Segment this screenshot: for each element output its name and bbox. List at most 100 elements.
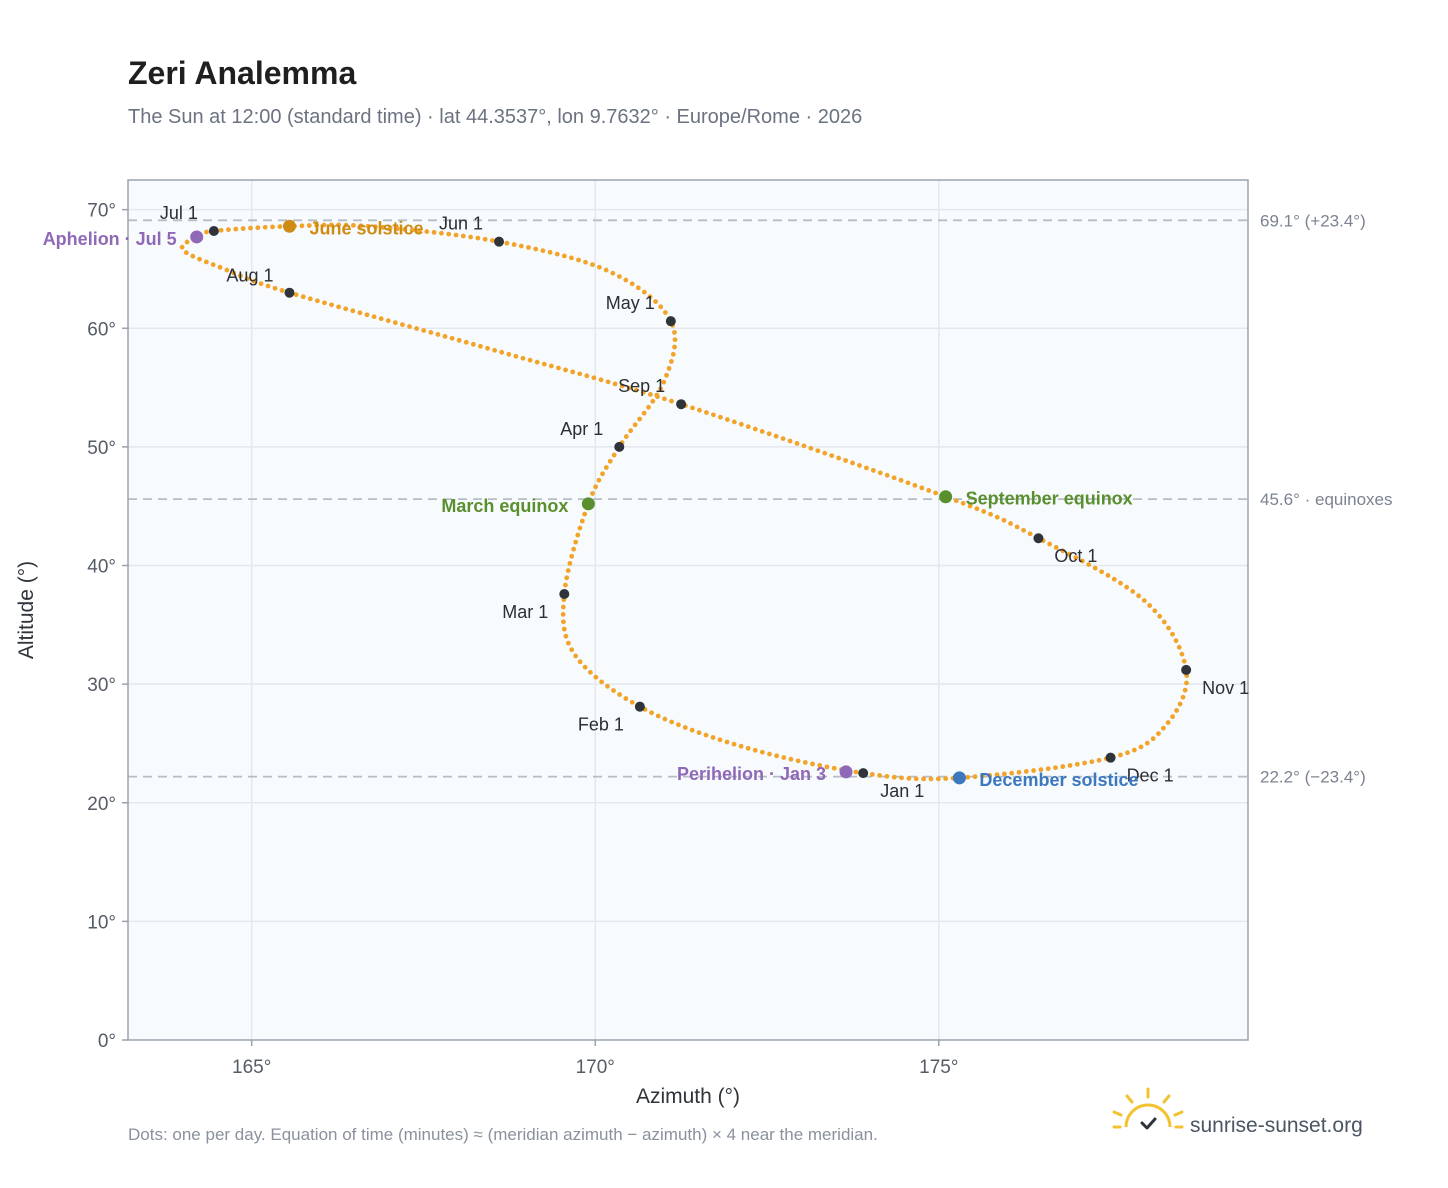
- daily-dot: [540, 248, 546, 254]
- daily-dot: [365, 223, 371, 229]
- daily-dot: [364, 312, 370, 318]
- daily-dot: [628, 428, 634, 434]
- daily-dot: [587, 669, 593, 675]
- month-marker: [559, 588, 570, 599]
- daily-dot: [506, 351, 512, 357]
- daily-dot: [231, 270, 237, 276]
- daily-dot: [738, 743, 744, 749]
- daily-dot: [582, 511, 588, 517]
- daily-dot: [623, 277, 629, 283]
- daily-dot: [1001, 771, 1007, 777]
- daily-dot: [1144, 740, 1150, 746]
- daily-dot: [600, 471, 605, 477]
- daily-dot: [1023, 769, 1029, 774]
- daily-dot: [373, 224, 378, 230]
- daily-dot: [435, 332, 441, 337]
- daily-dot: [400, 322, 405, 327]
- daily-dot: [647, 392, 653, 397]
- daily-dot: [640, 389, 646, 395]
- daily-dot: [351, 222, 356, 228]
- daily-dot: [392, 320, 398, 326]
- daily-dot: [387, 225, 393, 231]
- daily-dot: [533, 246, 539, 252]
- daily-dot: [787, 438, 793, 444]
- daily-dot: [1152, 608, 1158, 614]
- daily-dot: [988, 511, 993, 517]
- x-tick-label: 175°: [919, 1057, 958, 1078]
- daily-dot: [710, 735, 716, 740]
- daily-dot: [565, 640, 571, 646]
- month-label: Sep 1: [618, 376, 665, 396]
- month-label: Jul 1: [160, 203, 198, 223]
- daily-dot: [336, 222, 342, 228]
- month-marker: [1033, 533, 1044, 544]
- reference-line-label: 45.6° · equinoxes: [1260, 490, 1393, 509]
- daily-dot: [584, 373, 590, 379]
- daily-dot: [774, 753, 780, 759]
- daily-dot: [563, 582, 568, 588]
- daily-dot: [470, 341, 476, 347]
- event-label: Aphelion · Jul 5: [43, 229, 177, 249]
- y-tick-label: 20°: [87, 794, 116, 815]
- footer-note: Dots: one per day. Equation of time (min…: [128, 1125, 878, 1144]
- daily-dot: [926, 488, 932, 493]
- daily-dot: [974, 506, 980, 512]
- daily-dot: [1157, 613, 1163, 619]
- reference-lines: 69.1° (+23.4°) 45.6° · equinoxes 22.2° (−2…: [128, 211, 1393, 787]
- daily-dot: [567, 561, 573, 566]
- daily-dot: [238, 273, 243, 279]
- daily-dot: [442, 333, 448, 339]
- daily-dot: [647, 294, 653, 300]
- daily-dot: [251, 278, 257, 284]
- daily-dot: [460, 233, 466, 239]
- daily-dot: [759, 749, 765, 755]
- daily-dot: [307, 296, 313, 302]
- daily-dot: [817, 763, 823, 768]
- daily-dot: [994, 772, 1000, 778]
- daily-dot: [527, 357, 533, 363]
- daily-dot: [322, 300, 327, 306]
- daily-dot: [1038, 767, 1044, 773]
- daily-dot: [994, 514, 1000, 520]
- daily-dot: [475, 235, 481, 241]
- daily-dot: [987, 773, 993, 778]
- daily-dot: [1067, 763, 1073, 768]
- daily-dot: [255, 225, 261, 231]
- daily-dot: [649, 710, 654, 716]
- daily-dot: [641, 289, 647, 295]
- month-marker: [665, 316, 676, 327]
- daily-dot: [184, 239, 190, 245]
- daily-dot: [258, 281, 264, 287]
- daily-dot: [965, 774, 971, 780]
- event-label: December solstice: [979, 770, 1138, 790]
- daily-dot: [1118, 752, 1123, 758]
- daily-dot: [967, 503, 973, 509]
- daily-dot: [329, 302, 334, 308]
- daily-dot: [561, 253, 567, 259]
- daily-dot: [563, 367, 568, 373]
- daily-dot: [569, 255, 574, 261]
- daily-dot: [623, 696, 629, 701]
- daily-dot: [921, 776, 927, 782]
- event-label: June solstice: [309, 218, 423, 238]
- daily-dot: [672, 337, 678, 343]
- daily-dot: [824, 764, 830, 770]
- daily-dot: [210, 262, 216, 268]
- daily-dot: [599, 679, 604, 685]
- event-markers: June solstice March equinox September equi…: [43, 218, 1139, 790]
- daily-dot: [343, 222, 349, 228]
- daily-dot: [358, 223, 364, 229]
- daily-dot: [658, 304, 664, 310]
- daily-dot: [328, 222, 334, 228]
- daily-dot: [534, 359, 540, 365]
- month-marker: [1181, 664, 1192, 675]
- daily-dot: [596, 264, 602, 270]
- event-marker: [282, 219, 296, 233]
- daily-dot: [579, 518, 585, 524]
- daily-dot: [203, 259, 209, 265]
- daily-dot: [468, 234, 474, 240]
- daily-dot: [591, 375, 597, 381]
- daily-dot: [371, 314, 377, 320]
- daily-dot: [421, 328, 427, 333]
